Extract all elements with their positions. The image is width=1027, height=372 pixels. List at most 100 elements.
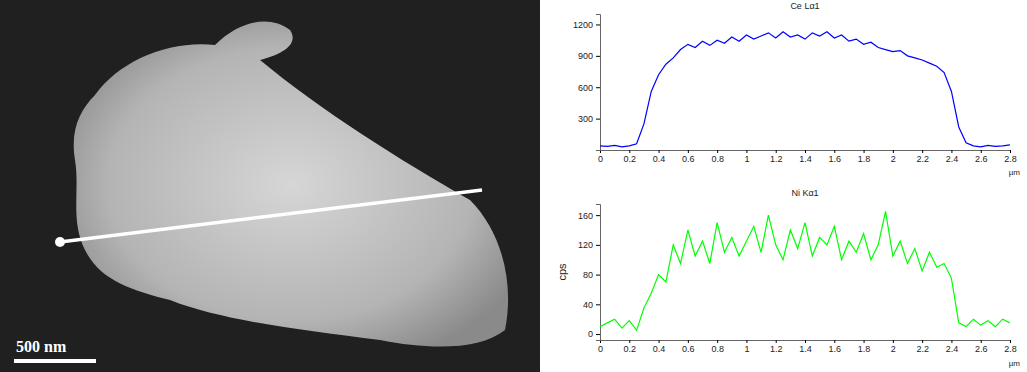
scan-line-profile xyxy=(600,211,1010,330)
x-tick: 2.4 xyxy=(946,150,959,164)
x-tick-label: 1.2 xyxy=(770,154,783,164)
y-tick-mark xyxy=(596,275,600,276)
x-tick-label: 2.4 xyxy=(946,154,959,164)
x-tick-mark xyxy=(893,340,894,343)
x-tick-label: 2.2 xyxy=(916,344,929,354)
y-tick-label: 900 xyxy=(578,51,593,61)
x-tick: 0 xyxy=(598,340,603,354)
x-tick: 2.8 xyxy=(1004,150,1017,164)
x-tick-mark xyxy=(776,340,777,343)
x-tick-label: 0.8 xyxy=(711,344,724,354)
y-tick-label: 600 xyxy=(578,83,593,93)
chart-title: Ce Lα1 xyxy=(790,1,819,11)
y-tick-mark xyxy=(596,245,600,246)
line-chart: 00.20.40.60.811.21.41.61.822.22.42.62.80… xyxy=(556,188,1020,368)
x-tick-mark xyxy=(981,150,982,153)
x-tick-mark xyxy=(717,340,718,343)
x-tick: 0.4 xyxy=(653,340,666,354)
x-tick-mark xyxy=(659,340,660,343)
y-tick-label: 300 xyxy=(578,114,593,124)
x-tick-label: 1.8 xyxy=(858,344,871,354)
x-tick-label: 1.4 xyxy=(799,344,812,354)
y-tick-label: 160 xyxy=(578,211,593,221)
x-tick-label: 1.4 xyxy=(799,154,812,164)
x-tick-label: 1 xyxy=(744,344,749,354)
micrograph: 500 nm xyxy=(0,0,540,372)
y-tick-mark xyxy=(596,56,600,57)
figure: 500 nm00.20.40.60.811.21.41.61.822.22.42… xyxy=(0,0,1027,372)
x-tick: 0.4 xyxy=(653,150,666,164)
x-tick-mark xyxy=(805,340,806,343)
x-tick: 2.6 xyxy=(975,150,988,164)
x-tick-label: 1.6 xyxy=(829,154,842,164)
x-tick-label: 2 xyxy=(891,154,896,164)
x-tick-mark xyxy=(951,340,952,343)
x-tick-mark xyxy=(981,340,982,343)
x-axis-line xyxy=(601,151,1011,154)
y-tick: 1200 xyxy=(573,20,600,30)
y-tick: 300 xyxy=(578,114,600,124)
y-axis: 300 600 900 1200 xyxy=(573,15,601,151)
x-tick-mark xyxy=(864,340,865,343)
y-tick-label: 1200 xyxy=(573,20,593,30)
x-tick: 2 xyxy=(891,340,896,354)
y-tick: 900 xyxy=(578,51,600,61)
x-tick-mark xyxy=(1010,340,1011,343)
x-tick-mark xyxy=(834,340,835,343)
x-tick: 1.6 xyxy=(829,150,842,164)
x-tick-mark xyxy=(922,150,923,153)
x-tick: 1.2 xyxy=(770,150,783,164)
x-tick-label: 0.2 xyxy=(624,154,637,164)
scale-bar xyxy=(14,359,96,363)
x-tick: 2 xyxy=(891,150,896,164)
x-tick-label: 2 xyxy=(891,344,896,354)
x-tick-label: 2.8 xyxy=(1004,154,1017,164)
x-tick: 1.2 xyxy=(770,340,783,354)
x-tick: 0.2 xyxy=(624,340,637,354)
plot-area xyxy=(600,211,1010,330)
x-tick-label: 2.2 xyxy=(916,154,929,164)
x-tick: 2.2 xyxy=(916,150,929,164)
x-tick-label: 1 xyxy=(744,154,749,164)
x-tick-label: 0 xyxy=(598,154,603,164)
x-tick-mark xyxy=(1010,150,1011,153)
x-axis-title: µm xyxy=(1009,359,1021,368)
x-tick-mark xyxy=(834,150,835,153)
x-tick-mark xyxy=(951,150,952,153)
x-tick: 2.4 xyxy=(946,340,959,354)
scan-start xyxy=(55,237,65,247)
x-tick-label: 2.6 xyxy=(975,344,988,354)
y-tick-mark xyxy=(596,24,600,25)
scale-bar-label: 500 nm xyxy=(16,338,67,355)
x-tick: 0.8 xyxy=(711,150,724,164)
x-tick: 2.6 xyxy=(975,340,988,354)
x-tick-mark xyxy=(717,150,718,153)
x-tick-label: 0.4 xyxy=(653,154,666,164)
x-tick: 2.8 xyxy=(1004,340,1017,354)
y-tick-mark xyxy=(596,215,600,216)
x-tick-mark xyxy=(805,150,806,153)
y-tick-label: 0 xyxy=(588,329,593,339)
x-tick: 1.4 xyxy=(799,340,812,354)
y-tick: 80 xyxy=(583,270,600,280)
y-tick: 0 xyxy=(588,329,600,339)
y-axis-line xyxy=(596,15,601,151)
x-tick: 2.2 xyxy=(916,340,929,354)
x-tick-mark xyxy=(688,340,689,343)
scan-line xyxy=(60,190,482,242)
x-axis-title: µm xyxy=(1009,168,1021,177)
x-tick: 1.8 xyxy=(858,340,871,354)
x-tick-label: 1.2 xyxy=(770,344,783,354)
image-background xyxy=(0,0,540,372)
particle xyxy=(74,22,508,347)
y-axis: 04080120160 xyxy=(578,205,601,341)
x-tick-label: 1.8 xyxy=(858,154,871,164)
y-axis-line xyxy=(596,205,601,341)
x-tick: 1 xyxy=(744,340,749,354)
x-tick-mark xyxy=(659,150,660,153)
x-tick-mark xyxy=(893,150,894,153)
x-tick-label: 0 xyxy=(598,344,603,354)
x-axis: 00.20.40.60.811.21.41.61.822.22.42.62.8 xyxy=(598,340,1017,354)
x-tick: 0 xyxy=(598,150,603,164)
x-tick: 1 xyxy=(744,150,749,164)
